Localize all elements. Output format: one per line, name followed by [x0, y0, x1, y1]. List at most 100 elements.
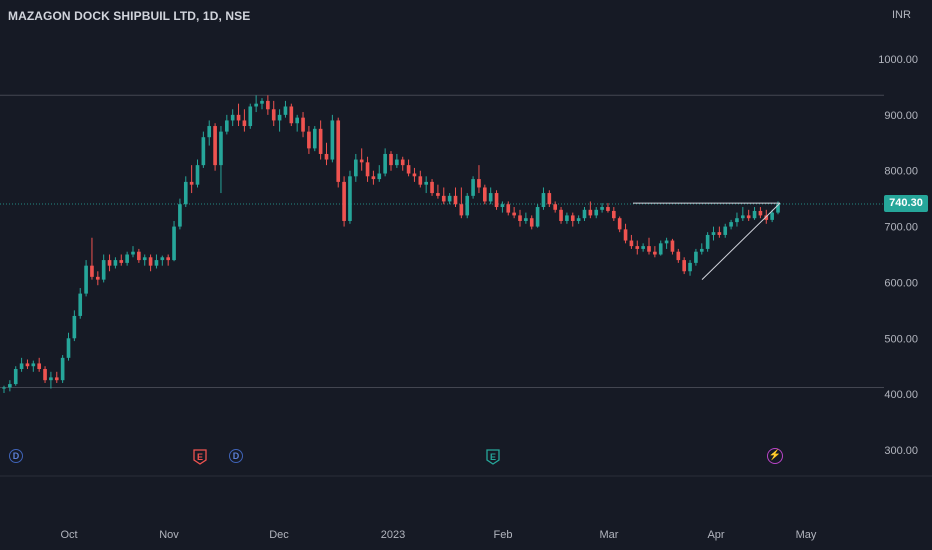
candle-body	[418, 176, 423, 185]
candle	[271, 100, 276, 127]
chart-title: MAZAGON DOCK SHIPBUIL LTD, 1D, NSE	[8, 9, 251, 23]
candle	[66, 332, 71, 361]
candle-body	[500, 204, 505, 208]
y-tick-label: 600.00	[884, 277, 918, 289]
candle-body	[260, 100, 264, 104]
candle-body	[488, 193, 493, 202]
candle-body	[154, 260, 159, 266]
candle	[260, 98, 264, 110]
earnings-event-icon[interactable]: E	[486, 449, 500, 465]
candle-body	[383, 153, 387, 174]
candle	[670, 238, 675, 255]
candle-body	[430, 181, 434, 194]
candle-body	[348, 176, 352, 221]
candle	[412, 167, 417, 182]
candle	[588, 201, 593, 219]
candle-body	[723, 226, 728, 235]
candle-body	[324, 153, 329, 160]
x-tick-label: Oct	[60, 529, 77, 541]
candle	[535, 204, 540, 228]
candle	[371, 170, 376, 185]
candle	[90, 237, 94, 280]
candle-body	[612, 210, 616, 219]
candle-body	[658, 243, 663, 255]
currency-label: INR	[892, 9, 911, 21]
candle-body	[377, 173, 382, 180]
candle-body	[125, 254, 129, 263]
candle	[418, 170, 423, 188]
candle-body	[746, 215, 751, 219]
candle-body	[207, 126, 212, 138]
candle-body	[559, 209, 563, 221]
candle-body	[576, 218, 581, 221]
candle-body	[25, 363, 30, 367]
candle-body	[277, 114, 282, 121]
candle-body	[90, 265, 94, 277]
candle-body	[594, 209, 599, 216]
candle-body	[8, 384, 12, 388]
candle-body	[254, 103, 258, 107]
y-tick-label: 400.00	[884, 389, 918, 401]
candle	[119, 254, 124, 266]
candle	[477, 165, 481, 194]
candle	[524, 212, 528, 224]
candle-body	[213, 126, 217, 166]
candle-body	[283, 106, 288, 115]
flash-event-icon[interactable]: ⚡	[767, 448, 783, 464]
candle-body	[506, 204, 511, 213]
candle	[735, 212, 739, 227]
dividend-event-icon[interactable]: D	[229, 449, 243, 463]
candle-body	[131, 251, 135, 255]
candle	[688, 260, 692, 276]
candle	[512, 207, 516, 219]
y-tick-label: 500.00	[884, 333, 918, 345]
candle	[441, 187, 446, 205]
candle-body	[160, 257, 165, 261]
candle-body	[289, 106, 294, 124]
candle	[101, 254, 106, 283]
candle-body	[741, 215, 745, 219]
candle-body	[330, 120, 335, 160]
earnings-event-icon[interactable]: E	[193, 449, 207, 465]
candle-body	[547, 193, 552, 205]
candle-body	[729, 222, 733, 227]
candle-body	[570, 215, 575, 221]
candle-body	[219, 131, 223, 166]
candle-body	[336, 120, 341, 182]
dividend-event-icon[interactable]: D	[9, 449, 23, 463]
candle	[183, 176, 188, 208]
candle	[342, 176, 346, 227]
candle-body	[647, 246, 651, 252]
candle	[354, 153, 358, 182]
candle-body	[676, 251, 681, 261]
candle	[570, 212, 575, 227]
candle	[406, 159, 411, 177]
candle	[25, 359, 30, 370]
candle-body	[236, 114, 241, 121]
candle-body	[266, 100, 270, 110]
candle	[488, 187, 493, 205]
candle	[389, 151, 393, 171]
candle-body	[529, 218, 534, 227]
candle	[84, 260, 88, 297]
candle	[295, 114, 299, 132]
candle	[676, 248, 681, 263]
candle	[78, 288, 83, 319]
candle	[189, 165, 194, 194]
candle	[576, 215, 581, 224]
candle	[717, 226, 722, 238]
candle	[137, 248, 141, 263]
candle	[471, 176, 475, 199]
x-axis-ticks: Oct Nov Dec 2023 Feb Mar Apr May	[60, 529, 816, 541]
candle-body	[553, 204, 557, 210]
candle	[641, 243, 645, 252]
candle-body	[230, 114, 235, 121]
candle-body	[242, 120, 247, 127]
candle	[541, 187, 546, 210]
candle-body	[31, 363, 36, 367]
candle-body	[201, 137, 206, 166]
candle	[629, 234, 634, 249]
earnings-shield-icon	[486, 449, 500, 465]
candle	[2, 385, 6, 394]
